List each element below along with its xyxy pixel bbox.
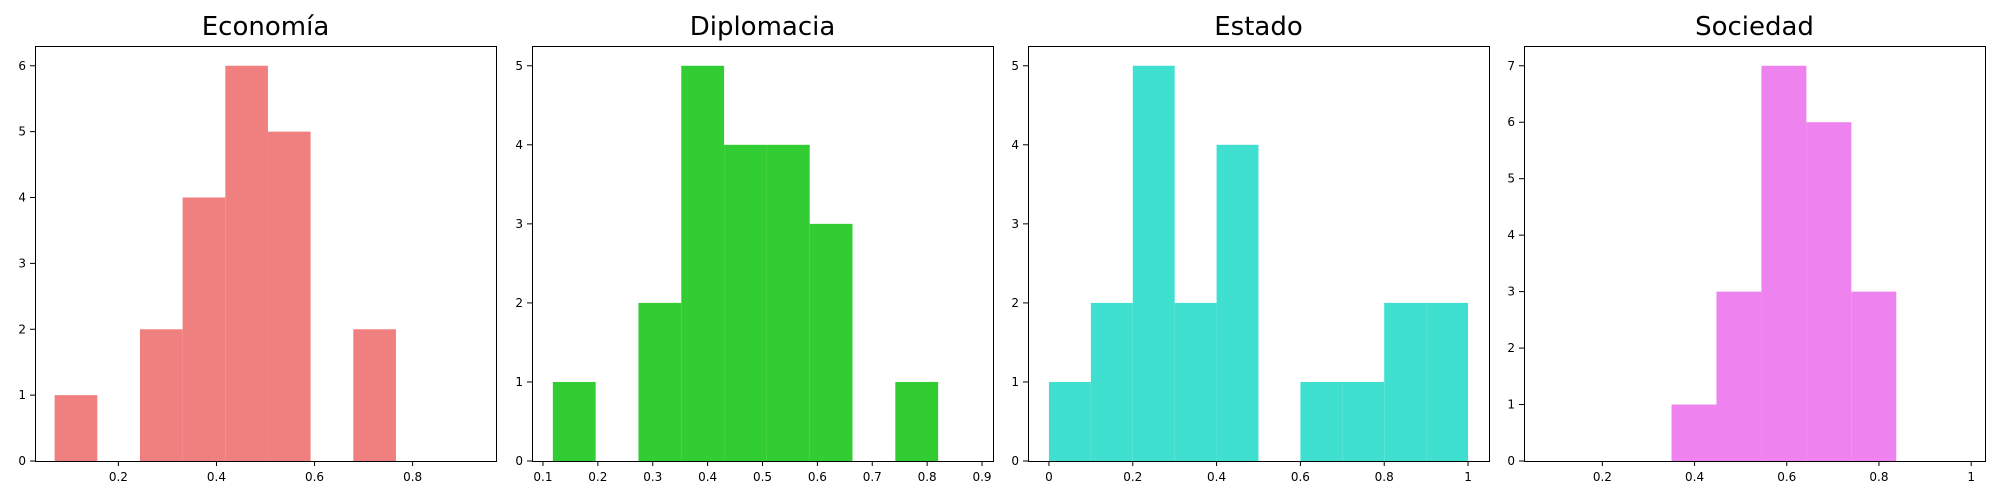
histogram-bar [809, 223, 853, 461]
axes-frame [35, 46, 497, 462]
y-tick-label: 7 [1507, 59, 1515, 73]
x-tick-label: 0.1 [533, 470, 552, 484]
x-tick-label: 0.4 [1207, 470, 1226, 484]
y-tick-label: 3 [18, 256, 26, 270]
y-tick-label: 0 [1507, 454, 1515, 468]
histogram-bar [1384, 302, 1427, 461]
y-tick-label: 6 [18, 59, 26, 73]
chart-title: Diplomacia [690, 12, 836, 42]
y-tick-label: 6 [1507, 115, 1515, 129]
chart-title: Economía [202, 12, 330, 42]
histogram-bar [638, 302, 682, 461]
histogram-bar [1174, 302, 1217, 461]
x-tick-label: 0.2 [109, 470, 128, 484]
y-tick-label: 0 [18, 454, 26, 468]
x-tick-label: 0.4 [1685, 470, 1704, 484]
y-tick-label: 1 [515, 375, 523, 389]
y-tick-label: 3 [1011, 217, 1019, 231]
x-tick-label: 0.8 [918, 470, 937, 484]
histogram-bar [139, 329, 183, 461]
y-tick-label: 1 [18, 388, 26, 402]
axes-frame [1524, 46, 1986, 462]
histogram-bar [1132, 65, 1175, 461]
histogram-bar [1300, 381, 1343, 461]
histogram-bar [1716, 291, 1762, 461]
y-tick-label: 5 [18, 125, 26, 139]
y-tick-label: 2 [515, 296, 523, 310]
histogram-bar [267, 131, 311, 461]
x-tick-label: 0.6 [808, 470, 827, 484]
histogram-panel-3: 0 0.2 0.4 0.6 0.8 1 0 1 2 3 4 5 Estado [1011, 12, 1490, 484]
histogram-bar [724, 144, 767, 462]
histogram-bar [1426, 302, 1469, 461]
histogram-bar [54, 395, 98, 461]
histogram-bar [1671, 404, 1717, 461]
histogram-bar [353, 329, 396, 461]
x-tick-label: 0.6 [1777, 470, 1796, 484]
x-tick-label: 0.3 [643, 470, 662, 484]
histogram-bar [1851, 291, 1897, 461]
x-tick-label: 1 [1967, 470, 1975, 484]
y-tick-label: 4 [1011, 138, 1019, 152]
histogram-bar [1090, 302, 1133, 461]
y-tick-label: 4 [1507, 228, 1515, 242]
chart-title: Sociedad [1695, 12, 1814, 42]
x-tick-label: 0.2 [588, 470, 607, 484]
x-tick-label: 0.9 [972, 470, 991, 484]
y-tick-label: 1 [1507, 398, 1515, 412]
x-tick-label: 0.2 [1593, 470, 1612, 484]
y-tick-label: 5 [1011, 59, 1019, 73]
x-tick-label: 0.4 [698, 470, 717, 484]
y-tick-label: 4 [18, 191, 26, 205]
y-tick-label: 2 [1507, 341, 1515, 355]
x-tick-label: 1 [1464, 470, 1472, 484]
histogram-bar [182, 197, 226, 461]
chart-title: Estado [1214, 12, 1303, 42]
histogram-panel-4: 0.2 0.4 0.6 0.8 1 0 1 2 3 4 5 6 7 Sociedad [1507, 12, 1986, 484]
y-tick-label: 0 [515, 454, 523, 468]
x-tick-label: 0.2 [1123, 470, 1142, 484]
histogram-panel-1: 0.2 0.4 0.6 0.8 0 1 2 3 4 5 6 Economía [18, 12, 497, 484]
y-tick-label: 2 [18, 322, 26, 336]
histogram-bar [1761, 65, 1807, 461]
histogram-bar [225, 65, 268, 461]
histogram-bar [552, 381, 596, 461]
histogram-bar [1216, 144, 1259, 462]
y-tick-label: 2 [1011, 296, 1019, 310]
x-tick-label: 0.6 [305, 470, 324, 484]
x-tick-label: 0.5 [753, 470, 772, 484]
y-tick-label: 0 [1011, 454, 1019, 468]
histogram-bar [895, 381, 939, 461]
axes-frame [1028, 46, 1490, 462]
x-tick-label: 0.8 [1869, 470, 1888, 484]
x-tick-label: 0.8 [1375, 470, 1394, 484]
x-tick-label: 0.8 [403, 470, 422, 484]
y-tick-label: 5 [1507, 172, 1515, 186]
x-tick-label: 0.7 [863, 470, 882, 484]
y-tick-label: 4 [515, 138, 523, 152]
histogram-bar [681, 65, 725, 461]
histogram-bar [1806, 122, 1852, 461]
x-tick-label: 0.6 [1291, 470, 1310, 484]
histogram-panel-2: 0.1 0.2 0.3 0.4 0.5 0.6 0.7 0.8 0.9 0 1 2 3 4 5 Diploma… [515, 12, 994, 484]
x-tick-label: 0.4 [207, 470, 226, 484]
histogram-bar [766, 144, 810, 462]
histogram-bar [1342, 381, 1385, 461]
y-tick-label: 3 [1507, 285, 1515, 299]
y-tick-label: 3 [515, 217, 523, 231]
y-tick-label: 1 [1011, 375, 1019, 389]
y-tick-label: 5 [515, 59, 523, 73]
histogram-bar [1048, 381, 1091, 461]
x-tick-label: 0 [1045, 470, 1053, 484]
